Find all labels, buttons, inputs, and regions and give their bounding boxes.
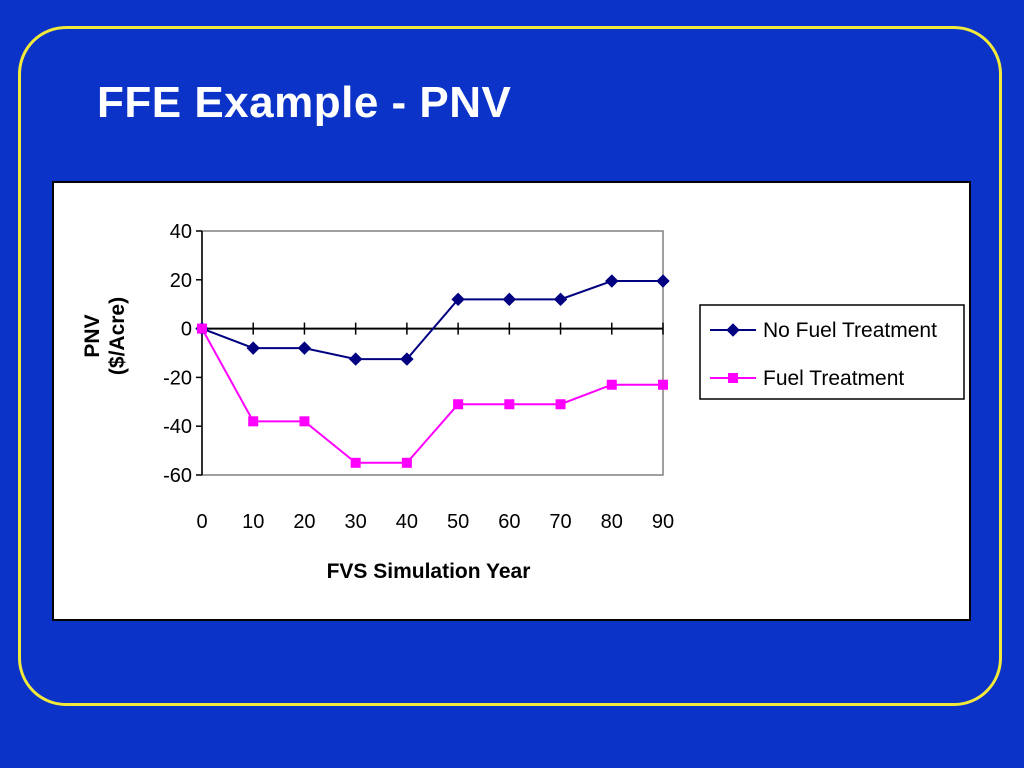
data-point [553, 292, 568, 307]
legend-label: No Fuel Treatment [763, 319, 937, 342]
legend-label: Fuel Treatment [763, 367, 904, 390]
x-tick-label: 10 [242, 511, 264, 533]
x-tick-label: 60 [498, 511, 520, 533]
chart-labels: 40 20 0 -20 -40 -60 0 10 20 30 40 50 60 70 80 90 FVS Sim… [81, 221, 674, 583]
data-point [400, 352, 414, 366]
series-line [201, 280, 663, 361]
y-axis-title: PNV ($/Acre) [81, 297, 129, 375]
y-tick-label: 20 [170, 270, 192, 292]
legend-box [699, 304, 965, 400]
x-tick-label: 20 [293, 511, 315, 533]
x-tick-label: 0 [196, 511, 207, 533]
x-tick-label: 90 [652, 511, 674, 533]
data-point [401, 457, 412, 468]
y-tick-label: -40 [163, 416, 192, 438]
legend-marker [726, 323, 740, 337]
plot-border [201, 230, 664, 476]
data-point [656, 274, 670, 288]
data-point [658, 379, 668, 390]
data-point [246, 341, 260, 355]
x-tick-label: 40 [396, 511, 418, 533]
slide-title: FFE Example - PNV [97, 78, 512, 127]
data-point [248, 416, 259, 427]
chart-marks [195, 274, 670, 468]
data-point [197, 323, 207, 334]
slide-frame [18, 26, 1002, 706]
data-point [606, 379, 617, 390]
data-point [299, 416, 310, 427]
data-point [555, 399, 566, 410]
y-tick-label: 40 [170, 221, 192, 243]
data-point [502, 292, 517, 307]
x-tick-label: 80 [601, 511, 623, 533]
y-axis-title-line: ($/Acre) [106, 297, 129, 375]
data-point [504, 399, 515, 410]
chart-panel: 40 20 0 -20 -40 -60 0 10 20 30 40 50 60 70 80 90 FVS Sim… [52, 181, 971, 621]
y-tick-label: -20 [163, 367, 192, 389]
data-point [605, 274, 619, 288]
data-point [451, 292, 465, 307]
y-axis-title-line: PNV [81, 314, 104, 357]
data-point [350, 457, 361, 468]
legend-marker [728, 373, 738, 383]
y-tick-label: 0 [181, 319, 192, 341]
data-point [453, 399, 464, 410]
x-axis-title: FVS Simulation Year [327, 560, 531, 583]
data-point [297, 341, 312, 355]
x-tick-label: 70 [549, 511, 571, 533]
y-tick-label: -60 [163, 465, 192, 487]
line-chart: 40 20 0 -20 -40 -60 0 10 20 30 40 50 60 70 80 90 FVS Sim… [81, 221, 965, 583]
data-point [348, 352, 363, 366]
series-line [201, 328, 663, 464]
x-tick-label: 50 [447, 511, 469, 533]
chart-legend: No Fuel Treatment Fuel Treatment [699, 304, 965, 400]
x-tick-label: 30 [345, 511, 367, 533]
